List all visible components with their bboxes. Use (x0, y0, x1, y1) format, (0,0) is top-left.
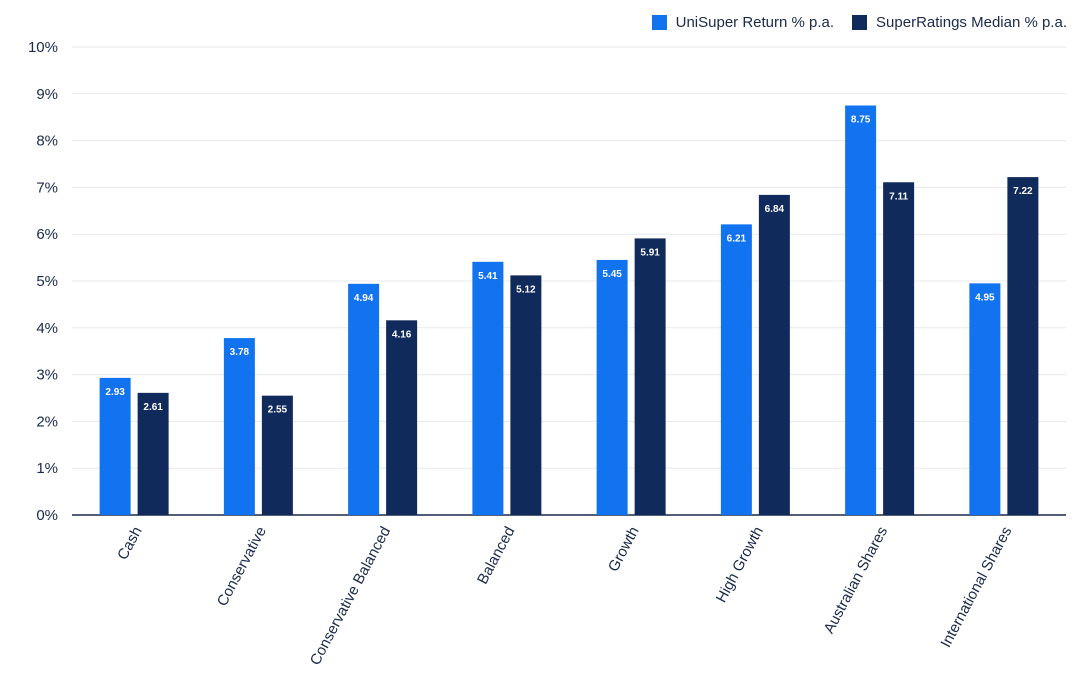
y-tick-label: 4% (36, 320, 58, 337)
bar-value-label: 4.95 (975, 292, 995, 303)
x-category-label: Growth (605, 524, 643, 575)
y-tick-label: 1% (36, 460, 58, 477)
x-category-label: Cash (114, 524, 145, 563)
bar-value-label: 5.91 (640, 247, 660, 258)
x-category-label: Balanced (474, 524, 518, 587)
y-tick-label: 5% (36, 273, 58, 290)
bar-value-label: 4.16 (392, 329, 412, 340)
bar-value-label: 2.93 (105, 387, 125, 398)
y-tick-label: 10% (28, 39, 58, 56)
x-category-label: Conservative Balanced (307, 524, 394, 668)
bar-unisuper (472, 261, 504, 515)
y-tick-label: 6% (36, 226, 58, 243)
legend-swatch-unisuper (651, 15, 667, 30)
bar-value-label: 6.84 (765, 204, 785, 215)
bar-unisuper (720, 224, 752, 515)
y-tick-label: 8% (36, 133, 58, 150)
bar-superratings (137, 392, 169, 515)
y-tick-label: 7% (36, 179, 58, 196)
bar-value-label: 5.41 (478, 271, 498, 282)
bar-value-label: 2.55 (268, 405, 288, 416)
bar-value-label: 7.11 (889, 191, 908, 202)
bar-value-label: 5.12 (516, 284, 536, 295)
chart-legend: UniSuper Return % p.a. SuperRatings Medi… (634, 14, 1067, 31)
bar-unisuper (596, 259, 628, 515)
x-category-label: International Shares (937, 524, 1015, 651)
bar-value-label: 6.21 (727, 233, 747, 244)
bar-superratings (634, 238, 666, 516)
bar-superratings (883, 182, 915, 515)
x-category-label: High Growth (713, 524, 767, 606)
bar-unisuper (845, 105, 877, 515)
bar-value-label: 4.94 (354, 293, 374, 304)
bar-value-label: 7.22 (1013, 186, 1033, 197)
legend-item-superratings: SuperRatings Median % p.a. (852, 14, 1067, 31)
legend-item-unisuper: UniSuper Return % p.a. (651, 14, 835, 31)
y-tick-label: 3% (36, 367, 58, 384)
bar-superratings (386, 320, 418, 515)
legend-swatch-superratings (852, 15, 868, 30)
bar-superratings (510, 275, 542, 515)
x-category-label: Australian Shares (821, 524, 892, 637)
bar-superratings (1007, 177, 1039, 515)
x-category-label: Conservative (214, 524, 270, 609)
y-tick-label: 9% (36, 86, 58, 103)
bar-value-label: 8.75 (851, 115, 871, 126)
bar-value-label: 5.45 (602, 269, 622, 280)
y-tick-label: 2% (36, 413, 58, 430)
bar-value-label: 2.61 (143, 402, 163, 413)
bar-unisuper (223, 338, 255, 515)
y-tick-label: 0% (36, 507, 58, 524)
bar-unisuper (99, 377, 131, 515)
bar-unisuper (348, 283, 380, 515)
bar-value-label: 3.78 (230, 347, 250, 358)
bar-superratings (261, 395, 293, 515)
legend-label-superratings: SuperRatings Median % p.a. (876, 14, 1067, 31)
bar-unisuper (969, 283, 1001, 515)
bar-superratings (758, 194, 790, 515)
legend-label-unisuper: UniSuper Return % p.a. (675, 14, 835, 31)
